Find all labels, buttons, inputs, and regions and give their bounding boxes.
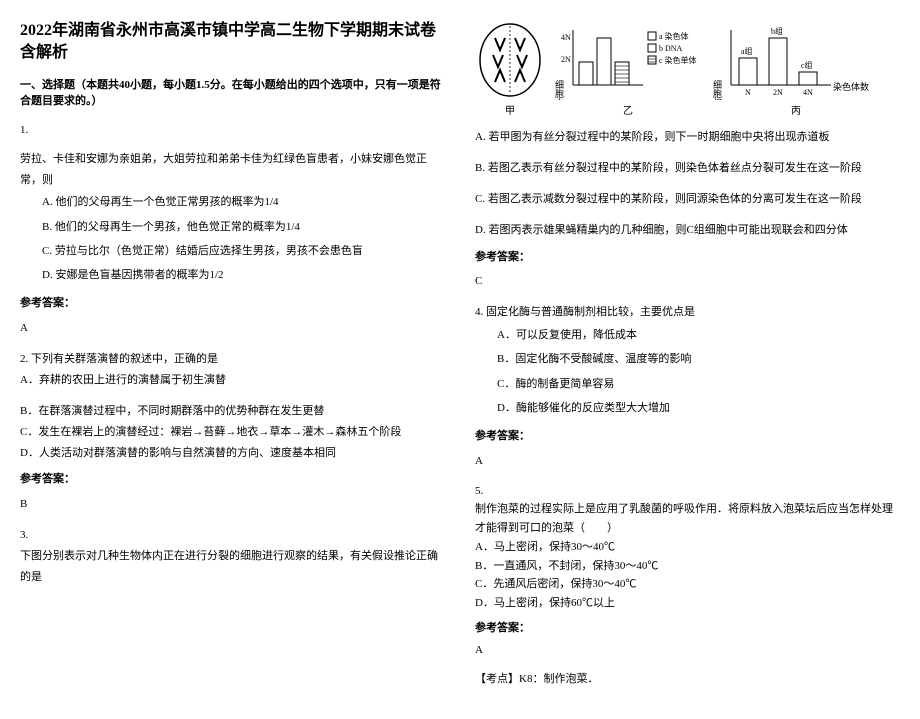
group-b-label: b组 bbox=[771, 26, 783, 36]
question-4: 4. 固定化酶与普通酶制剂相比较，主要优点是 A．可以反复使用，降低成本 B．固… bbox=[475, 302, 900, 471]
q3-stem: 下图分别表示对几种生物体内正在进行分裂的细胞进行观察的结果，有关假设推论正确的是 bbox=[20, 546, 445, 588]
yi-tick-4n: 4N bbox=[561, 33, 571, 42]
bing-tick-4n: 4N bbox=[803, 88, 813, 97]
figure-bing: 细胞相对数目 a组 b组 c组 N 2N 4N 染色体数 丙 bbox=[711, 20, 881, 117]
q3-opt-a: A. 若甲图为有丝分裂过程中的某阶段，则下一时期细胞中央将出现赤道板 bbox=[475, 127, 900, 148]
q5-opt-a: A．马上密闭，保持30～40℃ bbox=[475, 538, 900, 557]
q1-opt-a: A. 他们的父母再生一个色觉正常男孩的概率为1/4 bbox=[42, 190, 445, 214]
section-heading: 一、选择题（本题共40小题，每小题1.5分。在每小题给出的四个选项中，只有一项是… bbox=[20, 77, 445, 110]
q3-opt-b: B. 若图乙表示有丝分裂过程中的某阶段，则染色体着丝点分裂可发生在这一阶段 bbox=[475, 158, 900, 179]
q5-keypoint: 【考点】K8：制作泡菜． bbox=[475, 670, 900, 689]
q2-num: 2. bbox=[20, 353, 28, 365]
q5-opt-c: C．先通风后密闭，保持30～40℃ bbox=[475, 575, 900, 594]
figure-bing-caption: 丙 bbox=[791, 102, 801, 117]
q2-ans-label: 参考答案： bbox=[20, 469, 445, 490]
q3-opt-d: D. 若图丙表示雄果蝇精巢内的几种细胞，则C组细胞中可能出现联会和四分体 bbox=[475, 220, 900, 241]
q5-opt-b: B．一直通风，不封闭，保持30～40℃ bbox=[475, 557, 900, 576]
q4-num: 4. bbox=[475, 306, 483, 318]
figure-jia-caption: 甲 bbox=[505, 102, 515, 117]
q1-ans: A bbox=[20, 318, 445, 339]
q2-opt-d: D．人类活动对群落演替的影响与自然演替的方向、速度基本相同 bbox=[20, 443, 445, 464]
q4-opt-c: C．酶的制备更简单容易 bbox=[497, 372, 900, 396]
q4-ans-label: 参考答案： bbox=[475, 426, 900, 447]
bar-chart-yi: 细胞中的含量 4N 2N bbox=[553, 20, 703, 100]
figure-yi-caption: 乙 bbox=[623, 102, 633, 117]
q4-opt-d: D．酶能够催化的反应类型大大增加 bbox=[497, 396, 900, 420]
cell-diagram-icon bbox=[475, 20, 545, 100]
q2-stem: 下列有关群落演替的叙述中，正确的是 bbox=[31, 353, 218, 365]
group-c-label: c组 bbox=[801, 60, 813, 70]
q4-opt-b: B．固定化酶不受酸碱度、温度等的影响 bbox=[497, 347, 900, 371]
q1-ans-label: 参考答案： bbox=[20, 293, 445, 314]
bing-xlabel: 染色体数 bbox=[833, 81, 869, 92]
q2-ans: B bbox=[20, 494, 445, 515]
q3-num: 3. bbox=[20, 525, 445, 546]
q5-stem: 制作泡菜的过程实际上是应用了乳酸菌的呼吸作用．将原料放入泡菜坛后应当怎样处理才能… bbox=[475, 500, 900, 537]
q1-num: 1. bbox=[20, 120, 445, 141]
question-2: 2. 下列有关群落演替的叙述中，正确的是 A．弃耕的农田上进行的演替属于初生演替… bbox=[20, 349, 445, 515]
figure-yi: 细胞中的含量 4N 2N bbox=[553, 20, 703, 117]
q4-ans: A bbox=[475, 451, 900, 472]
yi-tick-2n: 2N bbox=[561, 55, 571, 64]
q3-opt-c: C. 若图乙表示减数分裂过程中的某阶段，则同源染色体的分离可发生在这一阶段 bbox=[475, 189, 900, 210]
bing-tick-2n: 2N bbox=[773, 88, 783, 97]
q3-ans: C bbox=[475, 271, 900, 292]
figure-jia: 甲 bbox=[475, 20, 545, 117]
figure-row: 甲 细胞中的含量 4N 2N bbox=[475, 20, 900, 117]
q1-opt-d: D. 安娜是色盲基因携带者的概率为1/2 bbox=[42, 263, 445, 287]
q1-opt-c: C. 劳拉与比尔（色觉正常）结婚后应选择生男孩，男孩不会患色盲 bbox=[42, 239, 445, 263]
page-title: 2022年湖南省永州市高溪市镇中学高二生物下学期期末试卷含解析 bbox=[20, 20, 445, 65]
legend-a: a 染色体 bbox=[659, 31, 689, 41]
question-3-options: A. 若甲图为有丝分裂过程中的某阶段，则下一时期细胞中央将出现赤道板 B. 若图… bbox=[475, 127, 900, 292]
yi-ylabel: 细胞中的含量 bbox=[554, 79, 564, 100]
q5-opt-d: D．马上密闭，保持60℃以上 bbox=[475, 594, 900, 613]
legend-c: c 染色单体 bbox=[659, 55, 697, 65]
q1-opt-b: B. 他们的父母再生一个男孩，他色觉正常的概率为1/4 bbox=[42, 215, 445, 239]
bar-chart-bing: 细胞相对数目 a组 b组 c组 N 2N 4N 染色体数 bbox=[711, 20, 881, 100]
q2-opt-b: B．在群落演替过程中，不同时期群落中的优势种群在发生更替 bbox=[20, 401, 445, 422]
bing-tick-n: N bbox=[745, 88, 751, 97]
q5-num: 5. bbox=[475, 482, 900, 501]
q4-stem: 固定化酶与普通酶制剂相比较，主要优点是 bbox=[486, 306, 695, 318]
question-5: 5. 制作泡菜的过程实际上是应用了乳酸菌的呼吸作用．将原料放入泡菜坛后应当怎样处… bbox=[475, 482, 900, 689]
group-a-label: a组 bbox=[741, 46, 753, 56]
question-3: 3. 下图分别表示对几种生物体内正在进行分裂的细胞进行观察的结果，有关假设推论正… bbox=[20, 525, 445, 588]
bing-ylabel: 细胞相对数目 bbox=[712, 79, 722, 100]
question-1: 1. 劳拉、卡佳和安娜为亲姐弟，大姐劳拉和弟弟卡佳为红绿色盲患者，小妹安娜色觉正… bbox=[20, 120, 445, 339]
q5-ans-label: 参考答案： bbox=[475, 619, 900, 638]
q1-stem: 劳拉、卡佳和安娜为亲姐弟，大姐劳拉和弟弟卡佳为红绿色盲患者，小妹安娜色觉正常，则 bbox=[20, 149, 445, 191]
legend-b: b DNA bbox=[659, 44, 683, 53]
q4-opt-a: A．可以反复使用，降低成本 bbox=[497, 323, 900, 347]
q2-opt-c: C．发生在裸岩上的演替经过：裸岩→苔藓→地衣→草本→灌木→森林五个阶段 bbox=[20, 422, 445, 443]
q3-ans-label: 参考答案： bbox=[475, 247, 900, 268]
q2-opt-a: A．弃耕的农田上进行的演替属于初生演替 bbox=[20, 370, 445, 391]
